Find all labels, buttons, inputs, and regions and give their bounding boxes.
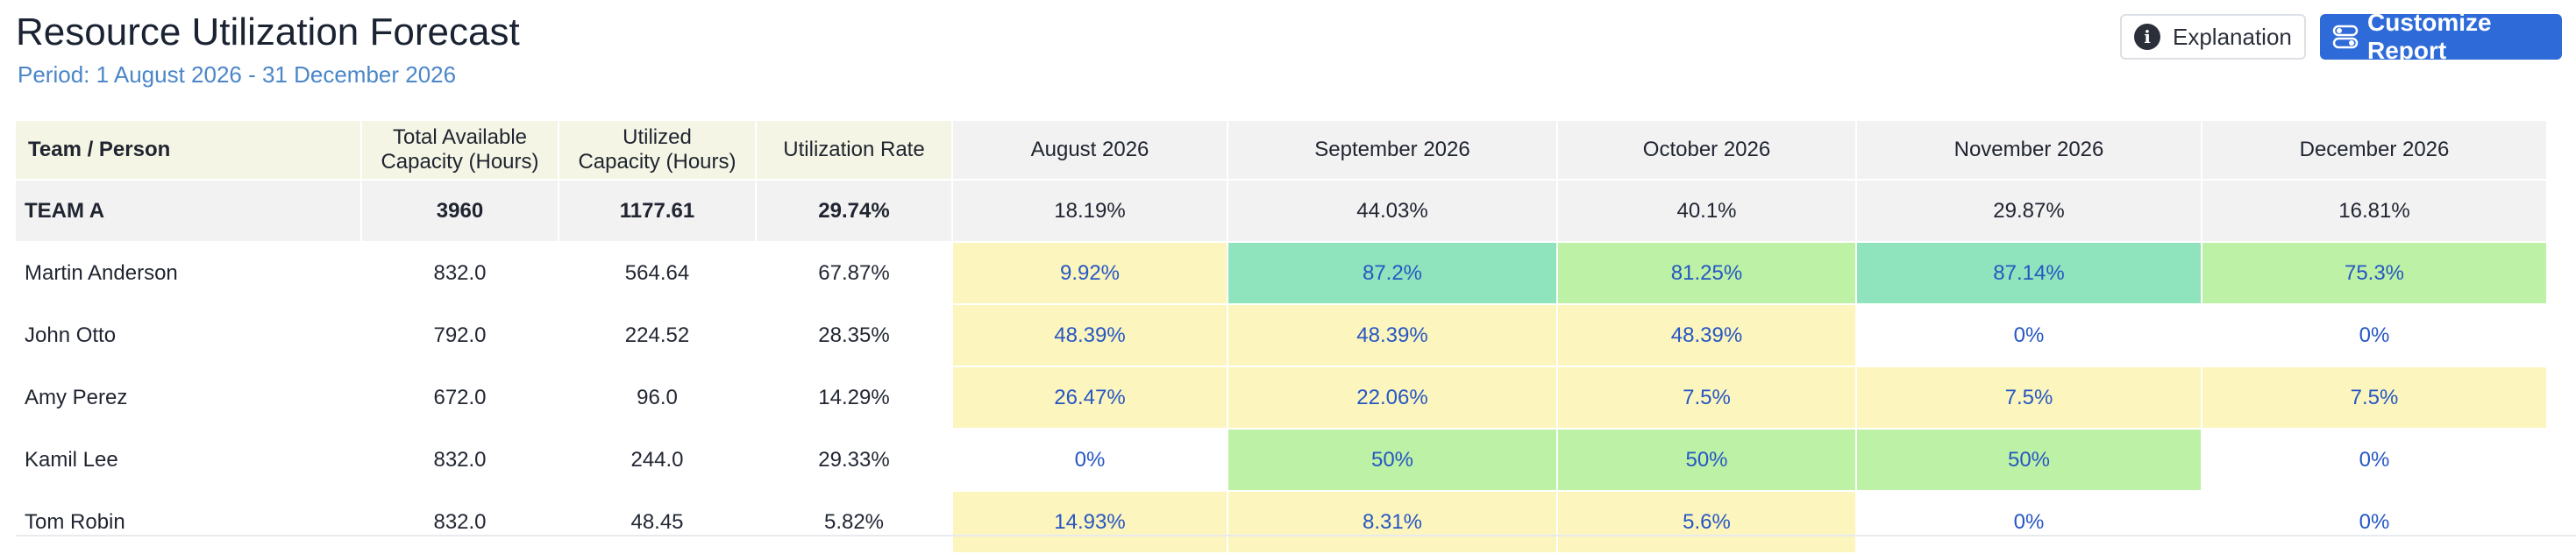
utilization-table: Team / Person Total Available Capacity (…: [16, 121, 2548, 554]
person-row: Martin Anderson 832.0 564.64 67.87% 9.92% 87.…: [16, 242, 2548, 305]
table-header-row: Team / Person Total Available Capacity (…: [16, 121, 2548, 181]
month-utilization-cell: 14.93%: [952, 491, 1228, 554]
utilization-rate-cell: 29.74%: [756, 180, 953, 243]
utilization-rate-cell: 28.35%: [756, 304, 953, 367]
page-title: Resource Utilization Forecast: [16, 11, 520, 53]
utilization-rate-cell: 5.82%: [756, 491, 953, 554]
column-header-month: August 2026: [952, 121, 1228, 181]
row-name: John Otto: [16, 304, 362, 367]
column-header-utilization-rate: Utilization Rate: [756, 121, 953, 181]
month-utilization-cell: 48.39%: [1228, 304, 1558, 367]
column-header-person: Team / Person: [16, 121, 362, 181]
total-capacity-cell: 792.0: [361, 304, 559, 367]
total-capacity-cell: 672.0: [361, 366, 559, 430]
toggle-settings-icon: [2332, 25, 2359, 49]
month-utilization-cell: 0%: [2202, 429, 2548, 492]
month-utilization-cell: 16.81%: [2202, 180, 2548, 243]
month-utilization-cell: 50%: [1228, 429, 1558, 492]
column-header-total-capacity: Total Available Capacity (Hours): [361, 121, 559, 181]
month-utilization-cell: 7.5%: [2202, 366, 2548, 430]
explanation-button-label: Explanation: [2173, 23, 2292, 50]
utilized-capacity-cell: 96.0: [559, 366, 757, 430]
month-utilization-cell: 26.47%: [952, 366, 1228, 430]
month-utilization-cell: 44.03%: [1228, 180, 1558, 243]
row-name: Tom Robin: [16, 491, 362, 554]
person-row: Amy Perez 672.0 96.0 14.29% 26.47% 22.06% 7.5%…: [16, 366, 2548, 430]
month-utilization-cell: 5.6%: [1557, 491, 1857, 554]
person-row: Kamil Lee 832.0 244.0 29.33% 0% 50% 50% 50% 0%: [16, 429, 2548, 492]
period-label: Period: 1 August 2026 - 31 December 2026: [18, 61, 457, 88]
table-bottom-divider: [16, 535, 2576, 536]
total-capacity-cell: 832.0: [361, 491, 559, 554]
month-utilization-cell: 0%: [2202, 491, 2548, 554]
person-row: John Otto 792.0 224.52 28.35% 48.39% 48.39% 48…: [16, 304, 2548, 367]
person-row: Tom Robin 832.0 48.45 5.82% 14.93% 8.31% 5.6% 0…: [16, 491, 2548, 554]
month-utilization-cell: 7.5%: [1557, 366, 1857, 430]
month-utilization-cell: 75.3%: [2202, 242, 2548, 305]
month-utilization-cell: 81.25%: [1557, 242, 1857, 305]
month-utilization-cell: 9.92%: [952, 242, 1228, 305]
month-utilization-cell: 0%: [952, 429, 1228, 492]
month-utilization-cell: 50%: [1856, 429, 2202, 492]
utilized-capacity-cell: 1177.61: [559, 180, 757, 243]
row-name: Amy Perez: [16, 366, 362, 430]
utilization-rate-cell: 29.33%: [756, 429, 953, 492]
info-icon: i: [2134, 24, 2160, 50]
total-capacity-cell: 3960: [361, 180, 559, 243]
row-name: TEAM A: [16, 180, 362, 243]
column-header-total-line2: Capacity (Hours): [381, 150, 539, 174]
total-capacity-cell: 832.0: [361, 242, 559, 305]
month-utilization-cell: 40.1%: [1557, 180, 1857, 243]
month-utilization-cell: 8.31%: [1228, 491, 1558, 554]
customize-report-label: Customize Report: [2367, 9, 2492, 64]
month-utilization-cell: 18.19%: [952, 180, 1228, 243]
column-header-month: September 2026: [1228, 121, 1558, 181]
column-header-utilized-line2: Capacity (Hours): [578, 150, 737, 174]
utilized-capacity-cell: 564.64: [559, 242, 757, 305]
utilization-rate-cell: 67.87%: [756, 242, 953, 305]
month-utilization-cell: 0%: [1856, 491, 2202, 554]
month-utilization-cell: 50%: [1557, 429, 1857, 492]
month-utilization-cell: 0%: [1856, 304, 2202, 367]
month-utilization-cell: 29.87%: [1856, 180, 2202, 243]
utilized-capacity-cell: 244.0: [559, 429, 757, 492]
month-utilization-cell: 48.39%: [952, 304, 1228, 367]
column-header-month: December 2026: [2202, 121, 2548, 181]
utilized-capacity-cell: 48.45: [559, 491, 757, 554]
total-capacity-cell: 832.0: [361, 429, 559, 492]
team-row: TEAM A 3960 1177.61 29.74% 18.19% 44.03% 40.1%…: [16, 180, 2548, 243]
utilization-rate-cell: 14.29%: [756, 366, 953, 430]
explanation-button[interactable]: i Explanation: [2120, 14, 2306, 60]
month-utilization-cell: 22.06%: [1228, 366, 1558, 430]
column-header-month: October 2026: [1557, 121, 1857, 181]
utilized-capacity-cell: 224.52: [559, 304, 757, 367]
column-header-month: November 2026: [1856, 121, 2202, 181]
column-header-utilized-capacity: Utilized Capacity (Hours): [559, 121, 757, 181]
month-utilization-cell: 48.39%: [1557, 304, 1857, 367]
column-header-utilized-line1: Utilized: [623, 125, 692, 149]
month-utilization-cell: 87.14%: [1856, 242, 2202, 305]
row-name: Martin Anderson: [16, 242, 362, 305]
month-utilization-cell: 7.5%: [1856, 366, 2202, 430]
row-name: Kamil Lee: [16, 429, 362, 492]
month-utilization-cell: 87.2%: [1228, 242, 1558, 305]
column-header-total-line1: Total Available: [393, 125, 527, 149]
customize-report-button[interactable]: Customize Report: [2320, 9, 2562, 64]
month-utilization-cell: 0%: [2202, 304, 2548, 367]
